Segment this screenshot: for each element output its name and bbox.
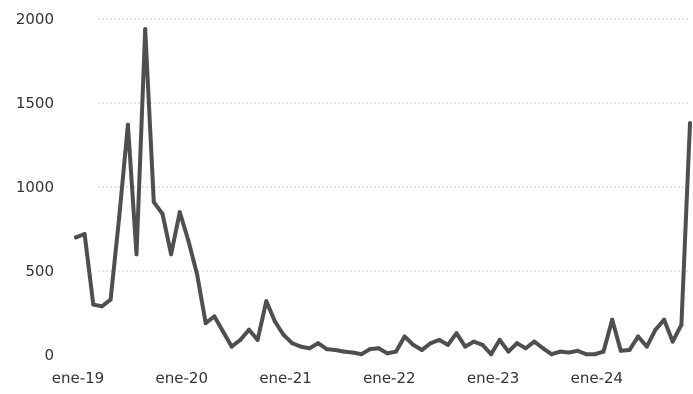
y-axis-ticks: 0 500 1000 1500 2000 <box>16 10 54 364</box>
data-point <box>376 346 381 351</box>
data-point <box>558 349 563 354</box>
x-tick-label: ene-20 <box>156 369 208 387</box>
data-point <box>316 341 321 346</box>
data-point <box>177 210 182 215</box>
data-point <box>644 344 649 349</box>
data-point <box>385 351 390 356</box>
grid-lines <box>98 18 690 272</box>
x-axis-ticks: ene-19 ene-20 ene-21 ene-22 ene-23 ene-24 <box>52 369 623 387</box>
data-point <box>541 346 545 351</box>
series-line-0 <box>74 27 692 357</box>
data-point <box>264 299 269 304</box>
y-tick-label: 2000 <box>16 10 54 28</box>
data-point <box>532 339 537 344</box>
data-point <box>610 317 615 322</box>
y-tick-label: 1500 <box>16 94 54 112</box>
data-point <box>368 347 372 352</box>
data-point <box>229 344 234 349</box>
data-point <box>428 341 433 346</box>
x-tick-label: ene-19 <box>52 369 104 387</box>
data-point <box>411 342 416 347</box>
data-point <box>125 122 130 127</box>
data-point <box>134 252 139 257</box>
data-point <box>688 121 692 126</box>
data-point <box>255 337 260 342</box>
data-point <box>662 317 667 322</box>
data-point <box>679 322 684 327</box>
data-point <box>143 27 148 32</box>
data-point <box>394 349 398 354</box>
data-point <box>419 348 424 352</box>
data-point <box>333 348 338 352</box>
data-point <box>454 331 459 336</box>
data-point <box>437 337 442 342</box>
data-point <box>195 272 200 277</box>
data-point <box>82 232 87 236</box>
data-point <box>480 342 485 347</box>
data-point <box>653 327 658 332</box>
data-point <box>108 297 113 302</box>
data-point <box>670 339 675 344</box>
data-point <box>592 352 597 357</box>
y-tick-label: 1000 <box>16 178 54 196</box>
data-point <box>497 337 502 342</box>
series-layer <box>74 27 692 357</box>
data-point <box>618 348 623 353</box>
data-point <box>298 344 303 349</box>
data-point <box>636 334 641 339</box>
data-point <box>91 302 96 307</box>
data-point <box>238 337 243 342</box>
data-point <box>117 215 122 220</box>
data-point <box>290 341 295 346</box>
data-point <box>489 352 494 357</box>
data-point <box>575 348 580 353</box>
data-point <box>99 304 104 309</box>
data-point <box>212 314 217 319</box>
data-point <box>151 200 156 205</box>
data-point <box>506 349 511 354</box>
data-point <box>463 344 468 349</box>
data-point <box>601 349 606 354</box>
data-point <box>324 347 329 352</box>
data-point <box>203 321 208 326</box>
data-point <box>160 211 165 216</box>
data-point <box>515 341 519 346</box>
data-point <box>359 352 364 357</box>
data-point <box>445 342 450 347</box>
data-point <box>272 319 277 324</box>
y-tick-label: 0 <box>44 346 54 364</box>
x-tick-label: ene-22 <box>363 369 415 387</box>
x-tick-label: ene-24 <box>571 369 623 387</box>
data-point <box>584 352 589 357</box>
data-point <box>402 334 407 339</box>
data-point <box>523 346 528 351</box>
data-point <box>350 350 355 355</box>
data-point <box>471 339 476 344</box>
data-point <box>549 352 554 357</box>
data-point <box>247 327 251 332</box>
data-point <box>342 349 347 354</box>
data-point <box>307 346 312 351</box>
data-point <box>186 238 191 243</box>
data-point <box>169 252 174 257</box>
data-point <box>221 329 225 334</box>
y-tick-label: 500 <box>25 262 54 280</box>
x-tick-label: ene-21 <box>259 369 311 387</box>
data-point <box>74 235 78 240</box>
x-tick-label: ene-23 <box>467 369 519 387</box>
data-point <box>566 350 571 355</box>
data-point <box>627 348 632 352</box>
data-point <box>281 332 286 337</box>
